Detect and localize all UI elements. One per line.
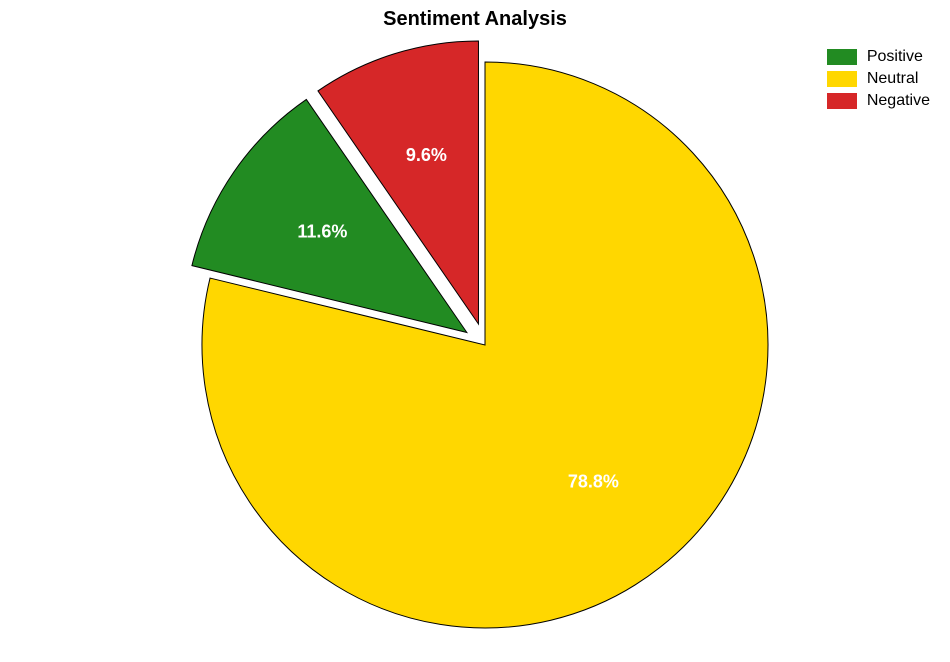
pie-svg: 78.8% 11.6% 9.6% [0,0,950,662]
pie-slice-label-positive: 11.6% [297,222,347,242]
legend-label-neutral: Neutral [867,70,919,88]
legend-label-negative: Negative [867,92,930,110]
legend-item-negative: Negative [827,92,930,110]
pie-slice-label-neutral: 78.8% [568,472,619,492]
legend-swatch-positive [827,49,857,65]
legend-label-positive: Positive [867,48,923,66]
sentiment-pie-chart: Sentiment Analysis 78.8%11.6%9.6% Positi… [0,0,950,662]
legend-swatch-neutral [827,71,857,87]
legend-item-neutral: Neutral [827,70,930,88]
legend: Positive Neutral Negative [827,48,930,114]
legend-item-positive: Positive [827,48,930,66]
legend-swatch-negative [827,93,857,109]
pie-slice-label-negative: 9.6% [406,145,447,165]
